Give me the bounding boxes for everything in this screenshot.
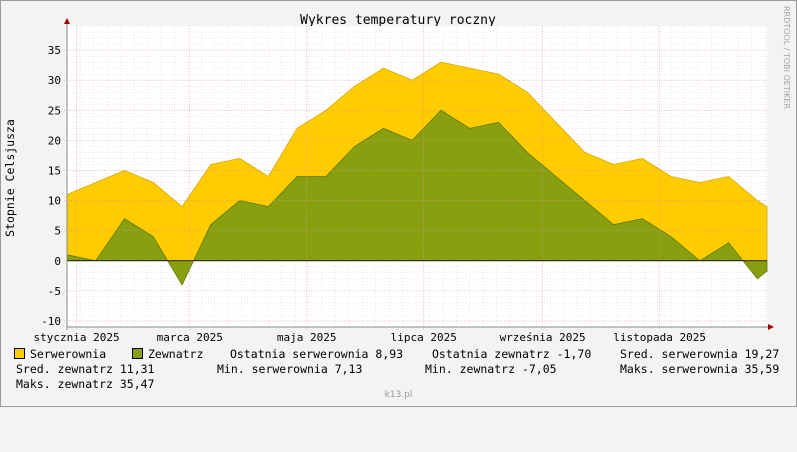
x-tick-label: listopada 2025 [613, 331, 706, 344]
legend: Serwerownia Zewnatrz Ostatnia serwerowni… [14, 347, 789, 392]
y-tick-label: 20 [48, 134, 61, 147]
legend-max-zewnatrz: Maks. zewnatrz 35,47 [16, 377, 155, 391]
y-tick-label: 5 [54, 225, 61, 238]
x-tick-label: września 2025 [500, 331, 586, 344]
y-tick-label: 30 [48, 74, 61, 87]
x-axis-arrow [768, 324, 774, 330]
y-tick-label: 10 [48, 195, 61, 208]
y-tick-label: -10 [41, 315, 61, 328]
x-tick-label: marca 2025 [157, 331, 223, 344]
legend-last-serwerownia: Ostatnia serwerownia 8,93 [230, 347, 404, 361]
legend-row-2: Sred. zewnatrz 11,31 Min. serwerownia 7,… [14, 362, 789, 377]
chart-title: Wykres temperatury roczny [300, 13, 496, 28]
series-area-zewnatrz [66, 109, 768, 286]
x-tick-label: stycznia 2025 [34, 331, 120, 344]
temperature-chart: Wykres temperatury roczny Stopnie Celsju… [3, 6, 791, 344]
legend-last-zewnatrz: Ostatnia zewnatrz -1,70 [432, 347, 592, 361]
y-axis-arrow [64, 18, 70, 24]
y-tick-label: 25 [48, 104, 61, 117]
x-tick-label: lipca 2025 [391, 331, 457, 344]
y-tick-label: 35 [48, 44, 61, 57]
legend-min-zewnatrz: Min. zewnatrz -7,05 [425, 362, 557, 376]
legend-avg-zewnatrz: Sred. zewnatrz 11,31 [16, 362, 155, 376]
legend-zewnatrz-label: Zewnatrz [148, 347, 204, 361]
serwerownia-swatch [14, 348, 25, 359]
legend-row-1: Serwerownia Zewnatrz Ostatnia serwerowni… [14, 347, 789, 362]
y-tick-label: 0 [54, 255, 61, 268]
legend-serwerownia-label: Serwerownia [30, 347, 107, 361]
y-axis-label: Stopnie Celsjusza [3, 119, 17, 237]
legend-max-serwerownia: Maks. serwerownia 35,59 [620, 362, 780, 376]
y-tick-label: -5 [48, 285, 61, 298]
legend-row-3: Maks. zewnatrz 35,47 [14, 377, 789, 392]
legend-avg-serwerownia: Sred. serwerownia 19,27 [620, 347, 780, 361]
footer-source: k13.pl [384, 390, 413, 400]
legend-min-serwerownia: Min. serwerownia 7,13 [217, 362, 363, 376]
legend-item-zewnatrz: Zewnatrz [132, 347, 203, 362]
legend-item-serwerownia: Serwerownia [14, 347, 106, 362]
plot-area: -10 -5 0 5 10 15 20 25 30 35 stycznia 2025 marca 20… [34, 18, 774, 344]
y-tick-label: 15 [48, 164, 61, 177]
x-tick-label: maja 2025 [277, 331, 337, 344]
rrdtool-watermark: RRDTOOL / TOBI OETIKER [782, 6, 791, 109]
zewnatrz-swatch [132, 348, 143, 359]
